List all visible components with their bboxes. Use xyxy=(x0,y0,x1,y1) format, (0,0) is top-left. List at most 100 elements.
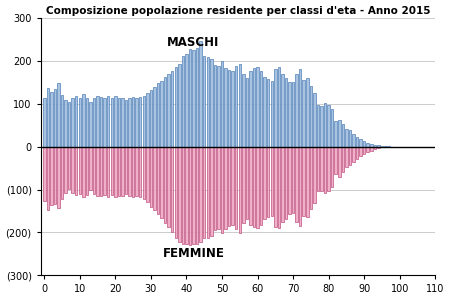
Bar xyxy=(310,147,312,209)
Bar xyxy=(302,147,305,216)
Bar xyxy=(260,70,262,147)
Bar xyxy=(242,74,244,147)
Bar xyxy=(238,64,241,147)
Bar xyxy=(278,147,280,228)
Bar xyxy=(93,98,95,147)
Bar xyxy=(182,56,184,147)
Bar xyxy=(135,98,138,147)
Bar xyxy=(150,90,152,147)
Bar xyxy=(349,147,351,165)
Bar xyxy=(68,102,70,147)
Bar xyxy=(345,128,348,147)
Bar xyxy=(182,147,184,244)
Bar xyxy=(189,147,191,245)
Bar xyxy=(317,105,319,147)
Bar xyxy=(196,48,198,147)
Bar xyxy=(86,147,88,195)
Bar xyxy=(331,147,333,187)
Bar xyxy=(100,97,103,147)
Bar xyxy=(338,147,341,177)
Bar xyxy=(328,147,330,191)
Bar xyxy=(82,147,85,197)
Bar xyxy=(274,69,277,147)
Bar xyxy=(68,147,70,189)
Bar xyxy=(302,80,305,147)
Bar xyxy=(199,41,202,147)
Bar xyxy=(313,93,315,147)
Bar xyxy=(125,100,127,147)
Bar xyxy=(89,147,92,190)
Bar xyxy=(192,50,195,147)
Text: MASCHI: MASCHI xyxy=(167,36,220,49)
Bar xyxy=(153,147,156,210)
Bar xyxy=(288,82,291,147)
Bar xyxy=(210,58,212,147)
Bar xyxy=(295,147,298,222)
Bar xyxy=(349,130,351,147)
Bar xyxy=(114,96,117,147)
Bar xyxy=(192,147,195,244)
Bar xyxy=(221,147,223,233)
Bar xyxy=(235,147,238,230)
Bar xyxy=(381,146,383,147)
Bar xyxy=(72,147,74,193)
Bar xyxy=(72,98,74,147)
Bar xyxy=(54,147,56,204)
Bar xyxy=(224,147,227,229)
Bar xyxy=(111,147,113,195)
Bar xyxy=(125,147,127,194)
Bar xyxy=(352,134,355,147)
Bar xyxy=(167,74,170,147)
Bar xyxy=(288,147,291,214)
Bar xyxy=(132,147,135,197)
Bar xyxy=(135,147,138,196)
Bar xyxy=(299,147,302,226)
Bar xyxy=(328,105,330,147)
Bar xyxy=(366,147,369,152)
Bar xyxy=(75,147,77,195)
Bar xyxy=(167,147,170,227)
Bar xyxy=(157,147,159,214)
Bar xyxy=(43,98,45,147)
Bar xyxy=(79,98,81,147)
Bar xyxy=(139,97,141,147)
Bar xyxy=(256,67,259,147)
Bar xyxy=(57,147,60,208)
Bar xyxy=(360,147,362,156)
Bar xyxy=(356,137,358,147)
Bar xyxy=(228,70,230,147)
Bar xyxy=(270,81,273,147)
Bar xyxy=(235,66,238,147)
Bar xyxy=(310,86,312,147)
Bar xyxy=(64,100,67,147)
Bar xyxy=(214,147,216,230)
Bar xyxy=(285,78,287,147)
Bar xyxy=(228,147,230,226)
Bar xyxy=(203,56,206,147)
Bar xyxy=(253,147,255,227)
Bar xyxy=(306,147,309,218)
Bar xyxy=(377,147,380,148)
Bar xyxy=(317,147,319,191)
Bar xyxy=(231,147,234,225)
Bar xyxy=(334,147,337,175)
Bar xyxy=(185,147,188,244)
Bar xyxy=(199,147,202,242)
Bar xyxy=(377,145,380,147)
Bar xyxy=(175,147,177,238)
Bar xyxy=(143,147,145,199)
Bar xyxy=(363,147,365,154)
Bar xyxy=(75,96,77,147)
Bar xyxy=(139,147,141,197)
Bar xyxy=(132,97,135,147)
Bar xyxy=(274,147,277,227)
Bar xyxy=(100,147,103,196)
Bar xyxy=(356,147,358,159)
Bar xyxy=(374,145,376,147)
Bar xyxy=(196,147,198,244)
Bar xyxy=(292,147,294,213)
Bar xyxy=(285,147,287,219)
Bar xyxy=(306,78,309,147)
Bar xyxy=(104,98,106,147)
Bar xyxy=(43,147,45,201)
